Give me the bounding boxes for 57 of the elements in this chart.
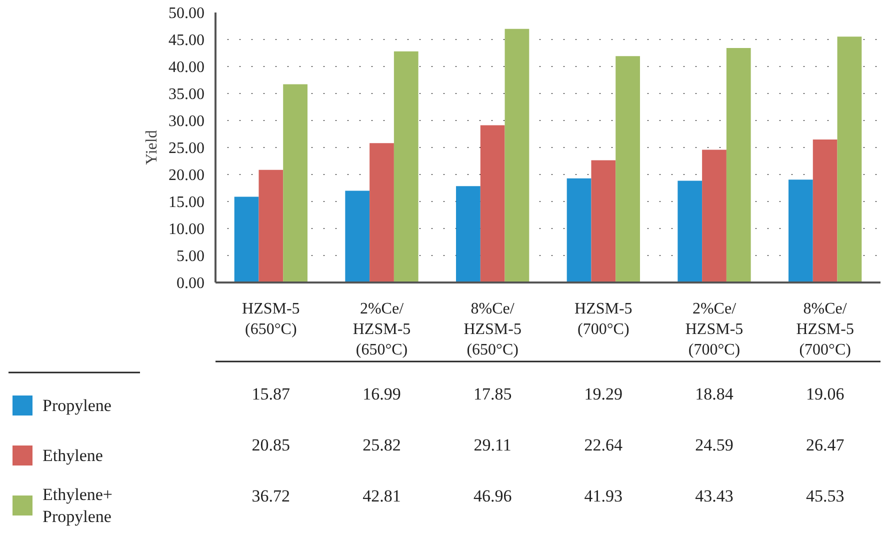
- data-label: 19.06: [806, 384, 844, 404]
- data-label: 45.53: [806, 486, 844, 506]
- bar: [616, 56, 640, 282]
- data-label: 43.43: [695, 486, 734, 506]
- data-label: 15.87: [252, 384, 291, 404]
- bar: [345, 190, 370, 282]
- bar: [591, 160, 616, 282]
- y-tick-label: 5.00: [176, 248, 204, 265]
- data-label: 46.96: [473, 486, 512, 506]
- data-label: 26.47: [806, 436, 845, 454]
- y-tick-label: 35.00: [168, 86, 204, 103]
- data-label: 22.64: [584, 436, 624, 454]
- y-tick-label: 30.00: [168, 113, 204, 130]
- data-label: 42.81: [362, 486, 401, 506]
- legend-label: Propylene: [42, 396, 112, 415]
- legend-label: Ethylene: [42, 446, 103, 465]
- bar: [678, 180, 702, 282]
- y-tick-label: 40.00: [168, 59, 204, 76]
- x-tick-label: 8%Ce/ HZSM-5 (650°C): [464, 300, 522, 358]
- data-label: 29.11: [474, 436, 512, 454]
- y-tick-label: 15.00: [168, 194, 204, 211]
- bar: [370, 143, 394, 282]
- bar: [788, 180, 813, 282]
- y-axis-title: Yield: [144, 130, 160, 165]
- bar: [812, 140, 838, 282]
- x-tick-label: HZSM-5 (700°C): [574, 300, 632, 338]
- legend-label: Ethylene+ Propylene: [42, 485, 113, 526]
- y-tick-label: 20.00: [168, 167, 204, 184]
- y-tick-label: 50.00: [168, 5, 204, 22]
- x-tick-label: 8%Ce/ HZSM-5 (700°C): [796, 300, 854, 358]
- data-label: 17.85: [473, 384, 512, 404]
- x-tick-label: HZSM-5 (650°C): [242, 300, 300, 338]
- data-label: 41.93: [584, 486, 623, 506]
- bar: [480, 125, 505, 282]
- y-tick-label: 10.00: [168, 221, 204, 238]
- x-tick-label: 2%Ce/ HZSM-5 (650°C): [352, 300, 411, 358]
- bar: [234, 196, 259, 282]
- data-label: 24.59: [695, 436, 734, 454]
- bar: [258, 170, 284, 282]
- y-tick-label: 0.00: [176, 275, 204, 292]
- bar: [283, 84, 308, 282]
- bar: [726, 48, 751, 282]
- data-label: 16.99: [362, 384, 401, 404]
- data-label: 36.72: [252, 486, 290, 506]
- bar: [702, 150, 726, 282]
- data-label: 25.82: [362, 436, 401, 454]
- data-label: 19.29: [584, 384, 623, 404]
- data-label: 18.84: [695, 384, 734, 404]
- bar: [394, 51, 418, 282]
- y-tick-label: 45.00: [168, 32, 204, 49]
- bar: [456, 186, 480, 282]
- y-tick-label: 25.00: [168, 140, 204, 157]
- bar: [566, 178, 592, 282]
- bar: [504, 28, 530, 282]
- bar: [837, 36, 862, 282]
- x-tick-label: 2%Ce/ HZSM-5 (700°C): [685, 300, 744, 358]
- data-label: 20.85: [252, 436, 290, 454]
